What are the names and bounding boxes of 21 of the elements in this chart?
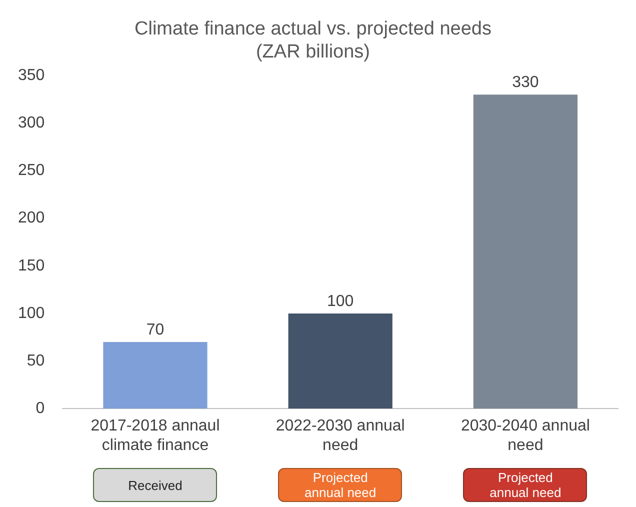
text: Projected annual need	[278, 468, 402, 502]
y-tick-label: 150	[18, 257, 45, 274]
data-label: 330	[512, 74, 539, 92]
x-tick-label: 2022-2030 annual need	[276, 418, 405, 454]
text: Received	[93, 468, 218, 502]
y-tick-label: 200	[18, 210, 45, 227]
x-tick-label: 2030-2040 annual need	[460, 418, 590, 454]
y-tick-label: 100	[18, 304, 45, 322]
y-tick-label: 300	[18, 114, 45, 132]
y-tick-label: 350	[18, 67, 45, 84]
data-label: 100	[326, 292, 354, 310]
bar	[288, 313, 392, 409]
chart-title: Climate finance actual vs. projected needs (ZAR billions)	[134, 18, 492, 62]
y-tick-label: 250	[18, 162, 45, 180]
bar	[473, 94, 578, 409]
data-label: 70	[146, 321, 164, 338]
y-tick-label: 0	[36, 400, 45, 418]
text: Projected annual need	[463, 468, 588, 502]
y-tick-label: 50	[26, 352, 45, 370]
x-tick-label: 2017-2018 annaul climate finance	[90, 418, 220, 454]
bar	[103, 342, 208, 409]
